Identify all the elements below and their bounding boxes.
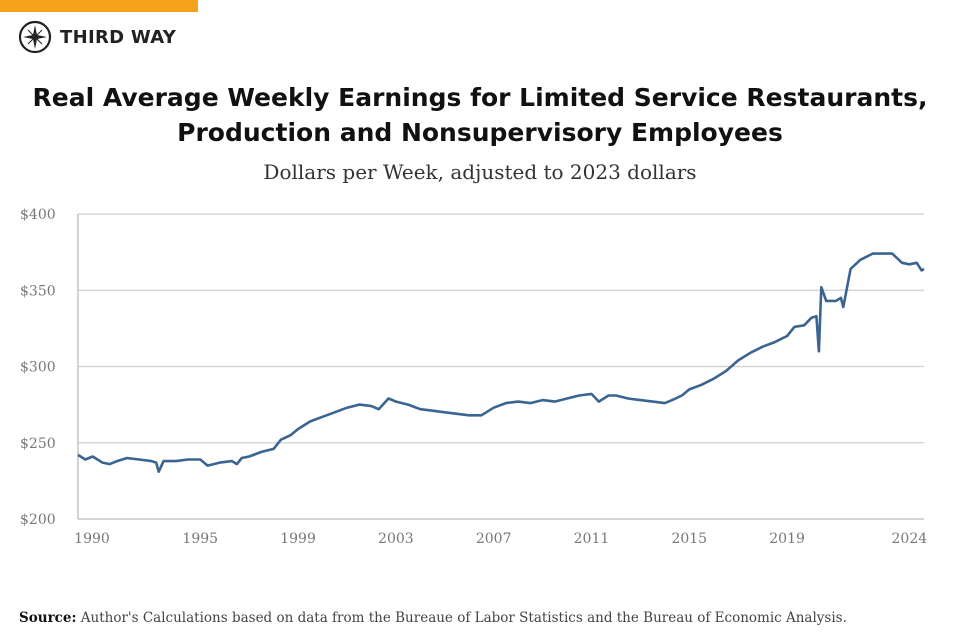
x-tick-label: 2015 <box>671 531 707 547</box>
x-tick-label: 1995 <box>182 531 218 547</box>
y-tick-label: $250 <box>20 436 56 452</box>
brand-accent-bar <box>0 0 198 12</box>
y-tick-label: $300 <box>20 360 56 376</box>
x-tick-label: 2024 <box>892 531 928 547</box>
source-text: Author's Calculations based on data from… <box>76 610 847 626</box>
chart-subtitle: Dollars per Week, adjusted to 2023 dolla… <box>263 160 697 184</box>
source-note: Source: Author's Calculations based on d… <box>19 610 847 626</box>
y-tick-label: $350 <box>20 283 56 299</box>
x-tick-label: 1999 <box>280 531 316 547</box>
x-tick-label: 2007 <box>476 531 512 547</box>
x-tick-label: 2003 <box>378 531 414 547</box>
x-tick-label: 2019 <box>769 531 805 547</box>
series-line <box>77 252 925 473</box>
y-tick-label: $400 <box>20 207 56 223</box>
x-tick-label: 2011 <box>574 531 610 547</box>
chart-title: Real Average Weekly Earnings for Limited… <box>32 83 928 147</box>
third-way-logo: THIRD WAY <box>18 20 176 54</box>
y-tick-label: $200 <box>20 512 56 528</box>
brand-name: THIRD WAY <box>60 26 177 48</box>
x-tick-label: 1990 <box>74 531 110 547</box>
source-label: Source: <box>19 610 77 626</box>
compass-icon <box>18 20 52 54</box>
